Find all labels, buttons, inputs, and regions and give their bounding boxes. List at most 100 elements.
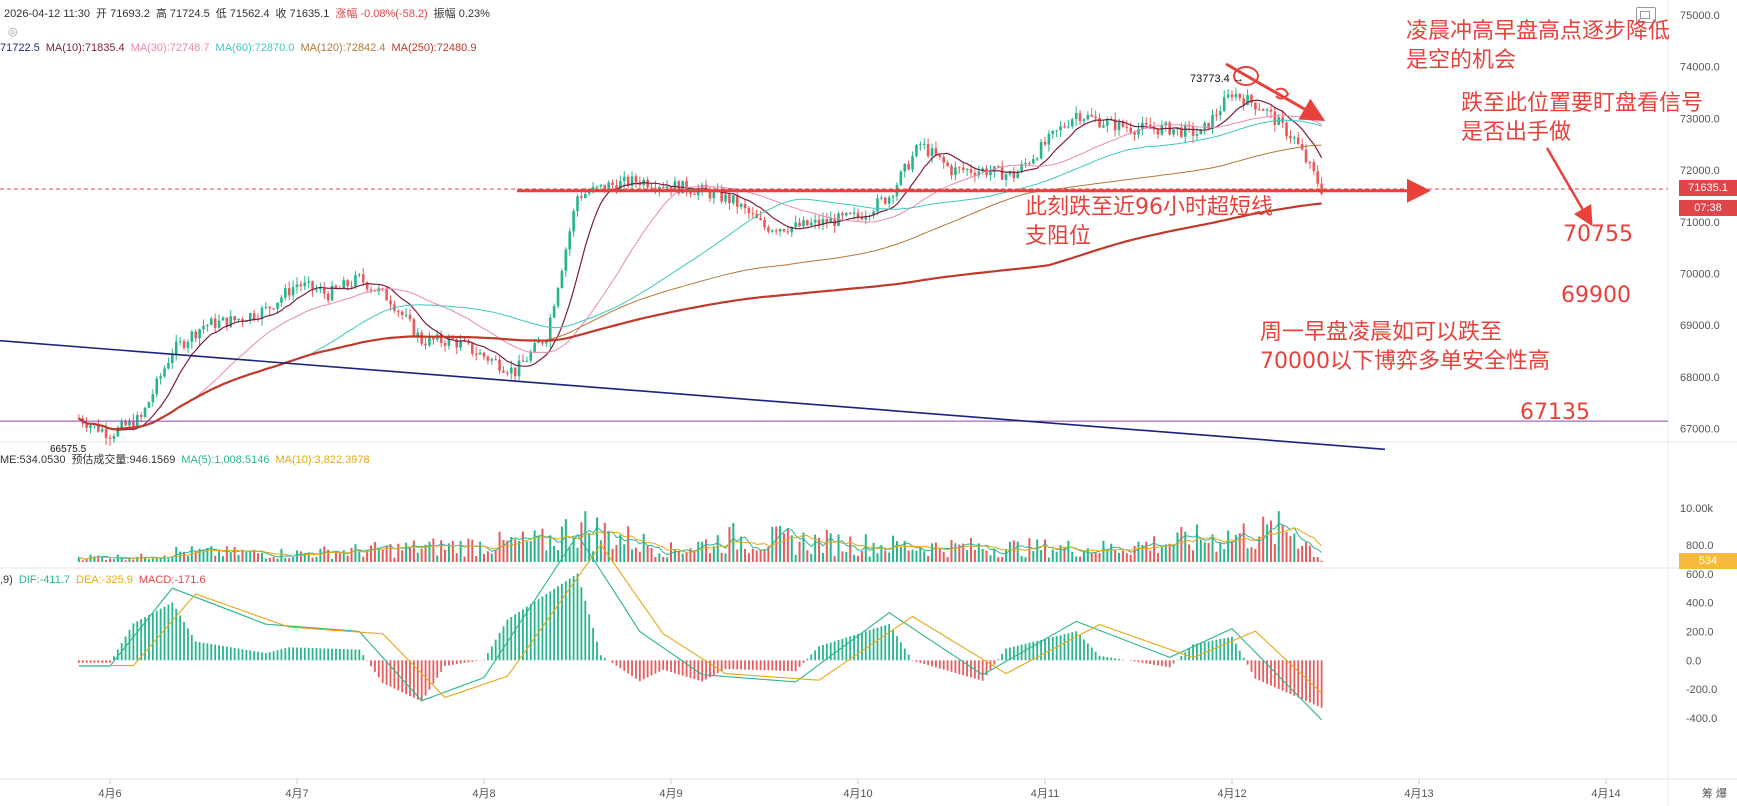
candle-body [751, 213, 755, 215]
volume-bar [1012, 540, 1015, 562]
down-arrow [1225, 62, 1326, 121]
ohlc-header: 2026-04-12 11:30 开 71693.2 高 71724.5 低 7156… [4, 5, 496, 21]
candle-body [545, 341, 548, 344]
candle-body [1312, 162, 1316, 172]
candle-body [934, 148, 938, 155]
candle-body [280, 297, 283, 303]
volume-bar [595, 517, 598, 562]
volume-bar [681, 553, 684, 562]
volume-bar [385, 545, 388, 562]
volume-bar [116, 554, 119, 562]
macd_line-0: ,9) [0, 574, 13, 586]
candle-body [1320, 183, 1323, 194]
volume-bar [342, 550, 345, 562]
candle-body [330, 285, 334, 301]
volume-bar [1293, 533, 1296, 562]
macd-bar [381, 660, 384, 683]
candle-body [1273, 111, 1277, 126]
volume-bar [405, 542, 408, 562]
eye-icon[interactable]: ◎ [8, 26, 18, 38]
macd-bar [533, 601, 536, 661]
volume-bar [128, 558, 131, 562]
candle-body [568, 231, 572, 250]
volume-bar [1082, 550, 1085, 562]
candle-body [669, 186, 673, 191]
macd-bar [401, 660, 404, 693]
macd-tick-label: 200.0 [1686, 626, 1714, 638]
candle-body [471, 343, 474, 354]
candle-body [1004, 174, 1008, 180]
macd-bar [919, 660, 922, 663]
candle-body [611, 182, 614, 186]
macd-bar [1199, 642, 1202, 661]
axis-corner-label: 筹 爆 [1702, 786, 1727, 800]
macd-bar [1110, 657, 1113, 661]
macd-bar [681, 660, 684, 676]
volume-bar [697, 541, 700, 562]
volume-bar [564, 519, 567, 562]
macd-bar [786, 660, 789, 672]
candle-body [225, 317, 229, 327]
macd-bar [662, 660, 665, 670]
candle-body [829, 218, 833, 224]
volume-bar [85, 559, 88, 562]
candle-body [303, 282, 307, 287]
candle-body [708, 189, 712, 199]
candle-body [190, 331, 194, 342]
candle-body [455, 339, 459, 348]
volume-bar [712, 546, 715, 562]
line1-6: 振幅 0.23% [433, 8, 490, 20]
volume-bar [1118, 552, 1121, 562]
candle-body [630, 176, 634, 187]
ma-line-30 [78, 115, 1322, 430]
volume-bar [763, 549, 766, 562]
volume-bar [455, 553, 458, 562]
volume-bar [623, 544, 626, 562]
macd-bar [432, 660, 435, 684]
volume-bar [954, 543, 957, 562]
candle-body [315, 289, 318, 291]
candle-body [825, 219, 829, 224]
volume-bar [599, 540, 602, 562]
candle-body [1269, 109, 1273, 112]
volume-bar [919, 547, 922, 562]
ma_line-2: MA(30):72748.7 [130, 42, 210, 54]
macd-bar [210, 644, 213, 661]
candle-body [883, 197, 887, 204]
volume-bar [790, 535, 793, 562]
x-tick-label: 4月13 [1404, 788, 1433, 800]
candle-body [163, 368, 166, 377]
macd-bar [576, 573, 579, 661]
volume-bar [319, 548, 322, 562]
volume-bar [1160, 546, 1163, 562]
candle-body [1246, 94, 1249, 105]
volume-bar [1297, 548, 1300, 562]
volume-bar [654, 556, 657, 562]
volume-bar [849, 536, 852, 562]
volume-bar [634, 547, 637, 562]
volume-bar [677, 551, 680, 562]
volume-bar [786, 528, 789, 562]
volume-bars [77, 511, 1323, 562]
volume-bar [907, 550, 910, 562]
volume-bar [521, 531, 524, 562]
candle-body [1211, 114, 1214, 129]
macd-bar [253, 651, 256, 661]
candle-body [1078, 113, 1082, 122]
volume-bar [1215, 551, 1218, 562]
macd-bar [915, 660, 918, 662]
macd-bar [420, 660, 423, 702]
volume-bar [218, 550, 221, 562]
volume-bar [962, 543, 965, 562]
candle-body [1039, 141, 1043, 159]
macd-bar [993, 660, 996, 665]
volume-bar [436, 555, 439, 562]
volume-bar [946, 557, 949, 562]
volume-bar [186, 556, 189, 562]
macd-bar [685, 660, 688, 677]
settings-icon[interactable] [1636, 7, 1656, 23]
volume-bar [693, 550, 696, 562]
macd-bar [307, 647, 310, 661]
candle-body [100, 429, 104, 432]
